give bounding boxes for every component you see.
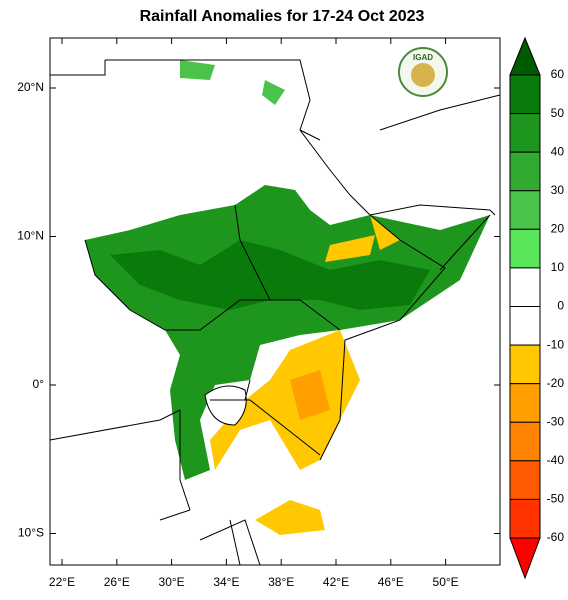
colorbar-label: 20 bbox=[551, 222, 565, 236]
colorbar-label: -50 bbox=[547, 492, 565, 506]
logo-emblem bbox=[411, 63, 435, 87]
colorbar-bin bbox=[509, 267, 541, 307]
lat-label: 10°N bbox=[17, 229, 44, 243]
colorbar-bin bbox=[509, 344, 541, 385]
colorbar-label: 50 bbox=[551, 106, 565, 120]
colorbar-bin bbox=[509, 74, 541, 115]
lat-label: 20°N bbox=[17, 80, 44, 94]
colorbar-label: 10 bbox=[551, 260, 565, 274]
map-frame bbox=[49, 37, 501, 566]
colorbar-label: 40 bbox=[551, 144, 565, 158]
colorbar-label: 0 bbox=[557, 299, 564, 313]
lon-label: 38°E bbox=[268, 575, 294, 589]
lon-label: 50°E bbox=[433, 575, 459, 589]
lat-label: 0° bbox=[33, 377, 45, 391]
colorbar-cap bbox=[509, 537, 541, 580]
lake-victoria bbox=[204, 385, 247, 426]
colorbar-bin bbox=[509, 498, 541, 539]
colorbar-label: 30 bbox=[551, 183, 565, 197]
lon-label: 46°E bbox=[378, 575, 404, 589]
colorbar-bin bbox=[509, 190, 541, 230]
wet-region bbox=[85, 185, 490, 480]
lon-label: 22°E bbox=[49, 575, 75, 589]
drier-region bbox=[290, 370, 330, 420]
colorbar-cap bbox=[509, 36, 541, 76]
very-wet-region bbox=[110, 240, 430, 310]
colorbar-bin bbox=[509, 460, 541, 500]
colorbar-bin bbox=[509, 306, 541, 346]
lon-label: 34°E bbox=[213, 575, 239, 589]
wet-patch bbox=[180, 60, 285, 105]
colorbar-label: -20 bbox=[547, 376, 565, 390]
colorbar-bin bbox=[509, 113, 541, 153]
country-borders bbox=[49, 59, 501, 566]
colorbar-bin bbox=[509, 421, 541, 462]
logo-label: IGAD bbox=[413, 53, 433, 62]
igad-logo: IGAD bbox=[398, 47, 448, 97]
lon-label: 26°E bbox=[104, 575, 130, 589]
colorbar-bin bbox=[509, 151, 541, 192]
dry-patch bbox=[325, 215, 400, 262]
colorbar-label: -30 bbox=[547, 414, 565, 428]
colorbar-bin bbox=[509, 228, 541, 269]
colorbar-label: 60 bbox=[551, 67, 565, 81]
lon-label: 42°E bbox=[323, 575, 349, 589]
colorbar-label: -10 bbox=[547, 337, 565, 351]
map-area bbox=[49, 37, 501, 566]
lat-label: 10°S bbox=[18, 526, 44, 540]
colorbar-label: -40 bbox=[547, 453, 565, 467]
colorbar-bin bbox=[509, 383, 541, 423]
colorbar: 60 50 40 30 20 10 0 -10 -20 -30 -40 -50 -60 bbox=[509, 36, 565, 580]
axis-ticks: 20°N 10°N 0° 10°S 22°E 26°E 30°E 34°E 38°E 42°E 46… bbox=[17, 38, 500, 589]
title: Rainfall Anomalies for 17-24 Oct 2023 bbox=[140, 8, 425, 25]
lon-label: 30°E bbox=[159, 575, 185, 589]
colorbar-label: -60 bbox=[547, 530, 565, 544]
